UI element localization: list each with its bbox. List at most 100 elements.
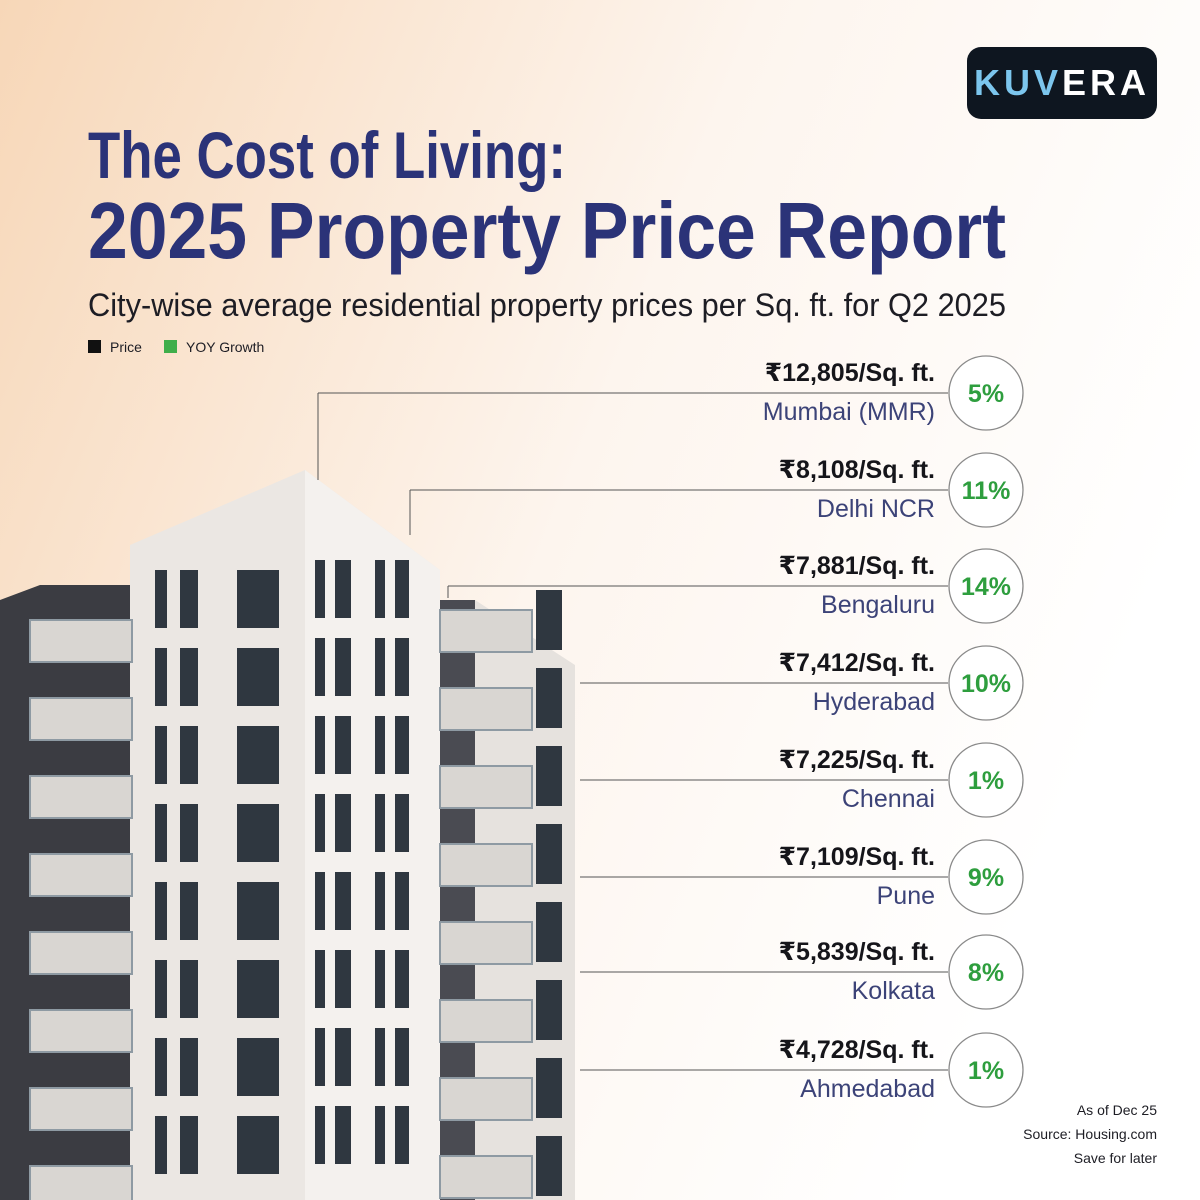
window <box>315 1106 325 1164</box>
growth: 14% <box>961 573 1011 601</box>
window <box>180 570 198 628</box>
growth-circle <box>948 452 1024 528</box>
window <box>237 570 279 628</box>
legend-growth: YOY Growth <box>186 339 264 355</box>
city: Kolkata <box>852 977 935 1005</box>
growth-circle <box>948 548 1024 624</box>
city: Hyderabad <box>813 688 935 716</box>
window <box>536 1136 562 1196</box>
growth: 9% <box>968 864 1004 892</box>
city: Delhi NCR <box>817 495 935 523</box>
window <box>180 882 198 940</box>
window <box>395 1028 409 1086</box>
growth-circle <box>948 645 1024 721</box>
window <box>335 950 351 1008</box>
window <box>180 960 198 1018</box>
growth: 1% <box>968 767 1004 795</box>
window <box>395 872 409 930</box>
growth-circle <box>948 839 1024 915</box>
window <box>315 1028 325 1086</box>
window <box>536 590 562 650</box>
window <box>237 1038 279 1096</box>
growth: 5% <box>968 380 1004 408</box>
balcony <box>439 999 533 1043</box>
window <box>155 1038 167 1096</box>
window <box>315 950 325 1008</box>
subtitle: City-wise average residential property p… <box>88 287 1006 323</box>
growth-circle <box>948 1032 1024 1108</box>
balcony <box>29 1165 133 1200</box>
balcony <box>29 1087 133 1131</box>
price: ₹7,109/Sq. ft. <box>779 843 935 871</box>
balcony <box>439 609 533 653</box>
window <box>335 872 351 930</box>
window <box>180 1038 198 1096</box>
growth: 11% <box>962 477 1011 505</box>
window <box>315 872 325 930</box>
window <box>237 726 279 784</box>
window <box>180 726 198 784</box>
window <box>155 570 167 628</box>
logo: KUVERA <box>974 62 1150 103</box>
window <box>395 716 409 774</box>
window <box>155 1116 167 1174</box>
window <box>375 638 385 696</box>
window <box>180 648 198 706</box>
city: Bengaluru <box>821 591 935 619</box>
title-line-2: 2025 Property Price Report <box>88 186 1006 275</box>
balcony <box>29 1009 133 1053</box>
window <box>395 1106 409 1164</box>
window <box>315 560 325 618</box>
window <box>155 882 167 940</box>
window <box>536 1058 562 1118</box>
growth-circle <box>948 934 1024 1010</box>
city: Mumbai (MMR) <box>763 398 935 426</box>
balcony <box>439 1155 533 1199</box>
balcony <box>439 1077 533 1121</box>
window <box>155 804 167 862</box>
balcony <box>29 853 133 897</box>
window <box>395 560 409 618</box>
window <box>315 794 325 852</box>
window <box>155 648 167 706</box>
balcony <box>439 843 533 887</box>
window <box>155 960 167 1018</box>
price: ₹5,839/Sq. ft. <box>779 938 935 966</box>
window <box>375 716 385 774</box>
balcony <box>29 619 133 663</box>
city: Ahmedabad <box>800 1075 935 1103</box>
window <box>375 794 385 852</box>
balcony <box>29 775 133 819</box>
window <box>536 824 562 884</box>
window <box>536 668 562 728</box>
window <box>315 716 325 774</box>
price: ₹12,805/Sq. ft. <box>765 359 935 387</box>
footer-source: Source: Housing.com <box>1023 1126 1157 1142</box>
window <box>536 980 562 1040</box>
window <box>536 746 562 806</box>
price: ₹7,225/Sq. ft. <box>779 746 935 774</box>
window <box>536 902 562 962</box>
window <box>237 882 279 940</box>
growth-circle <box>948 742 1024 818</box>
city: Chennai <box>842 785 935 813</box>
window <box>155 726 167 784</box>
window <box>335 560 351 618</box>
window <box>180 804 198 862</box>
footer-date: As of Dec 25 <box>1077 1102 1157 1118</box>
growth: 10% <box>961 670 1011 698</box>
balcony <box>439 765 533 809</box>
window <box>375 950 385 1008</box>
title-line-1: The Cost of Living: <box>88 118 566 192</box>
window <box>335 794 351 852</box>
building-illustration <box>0 470 575 1200</box>
window <box>395 638 409 696</box>
window <box>237 804 279 862</box>
legend-swatch-price <box>88 340 101 353</box>
growth: 8% <box>968 959 1004 987</box>
legend-price: Price <box>110 339 142 355</box>
window <box>315 638 325 696</box>
balcony <box>439 687 533 731</box>
